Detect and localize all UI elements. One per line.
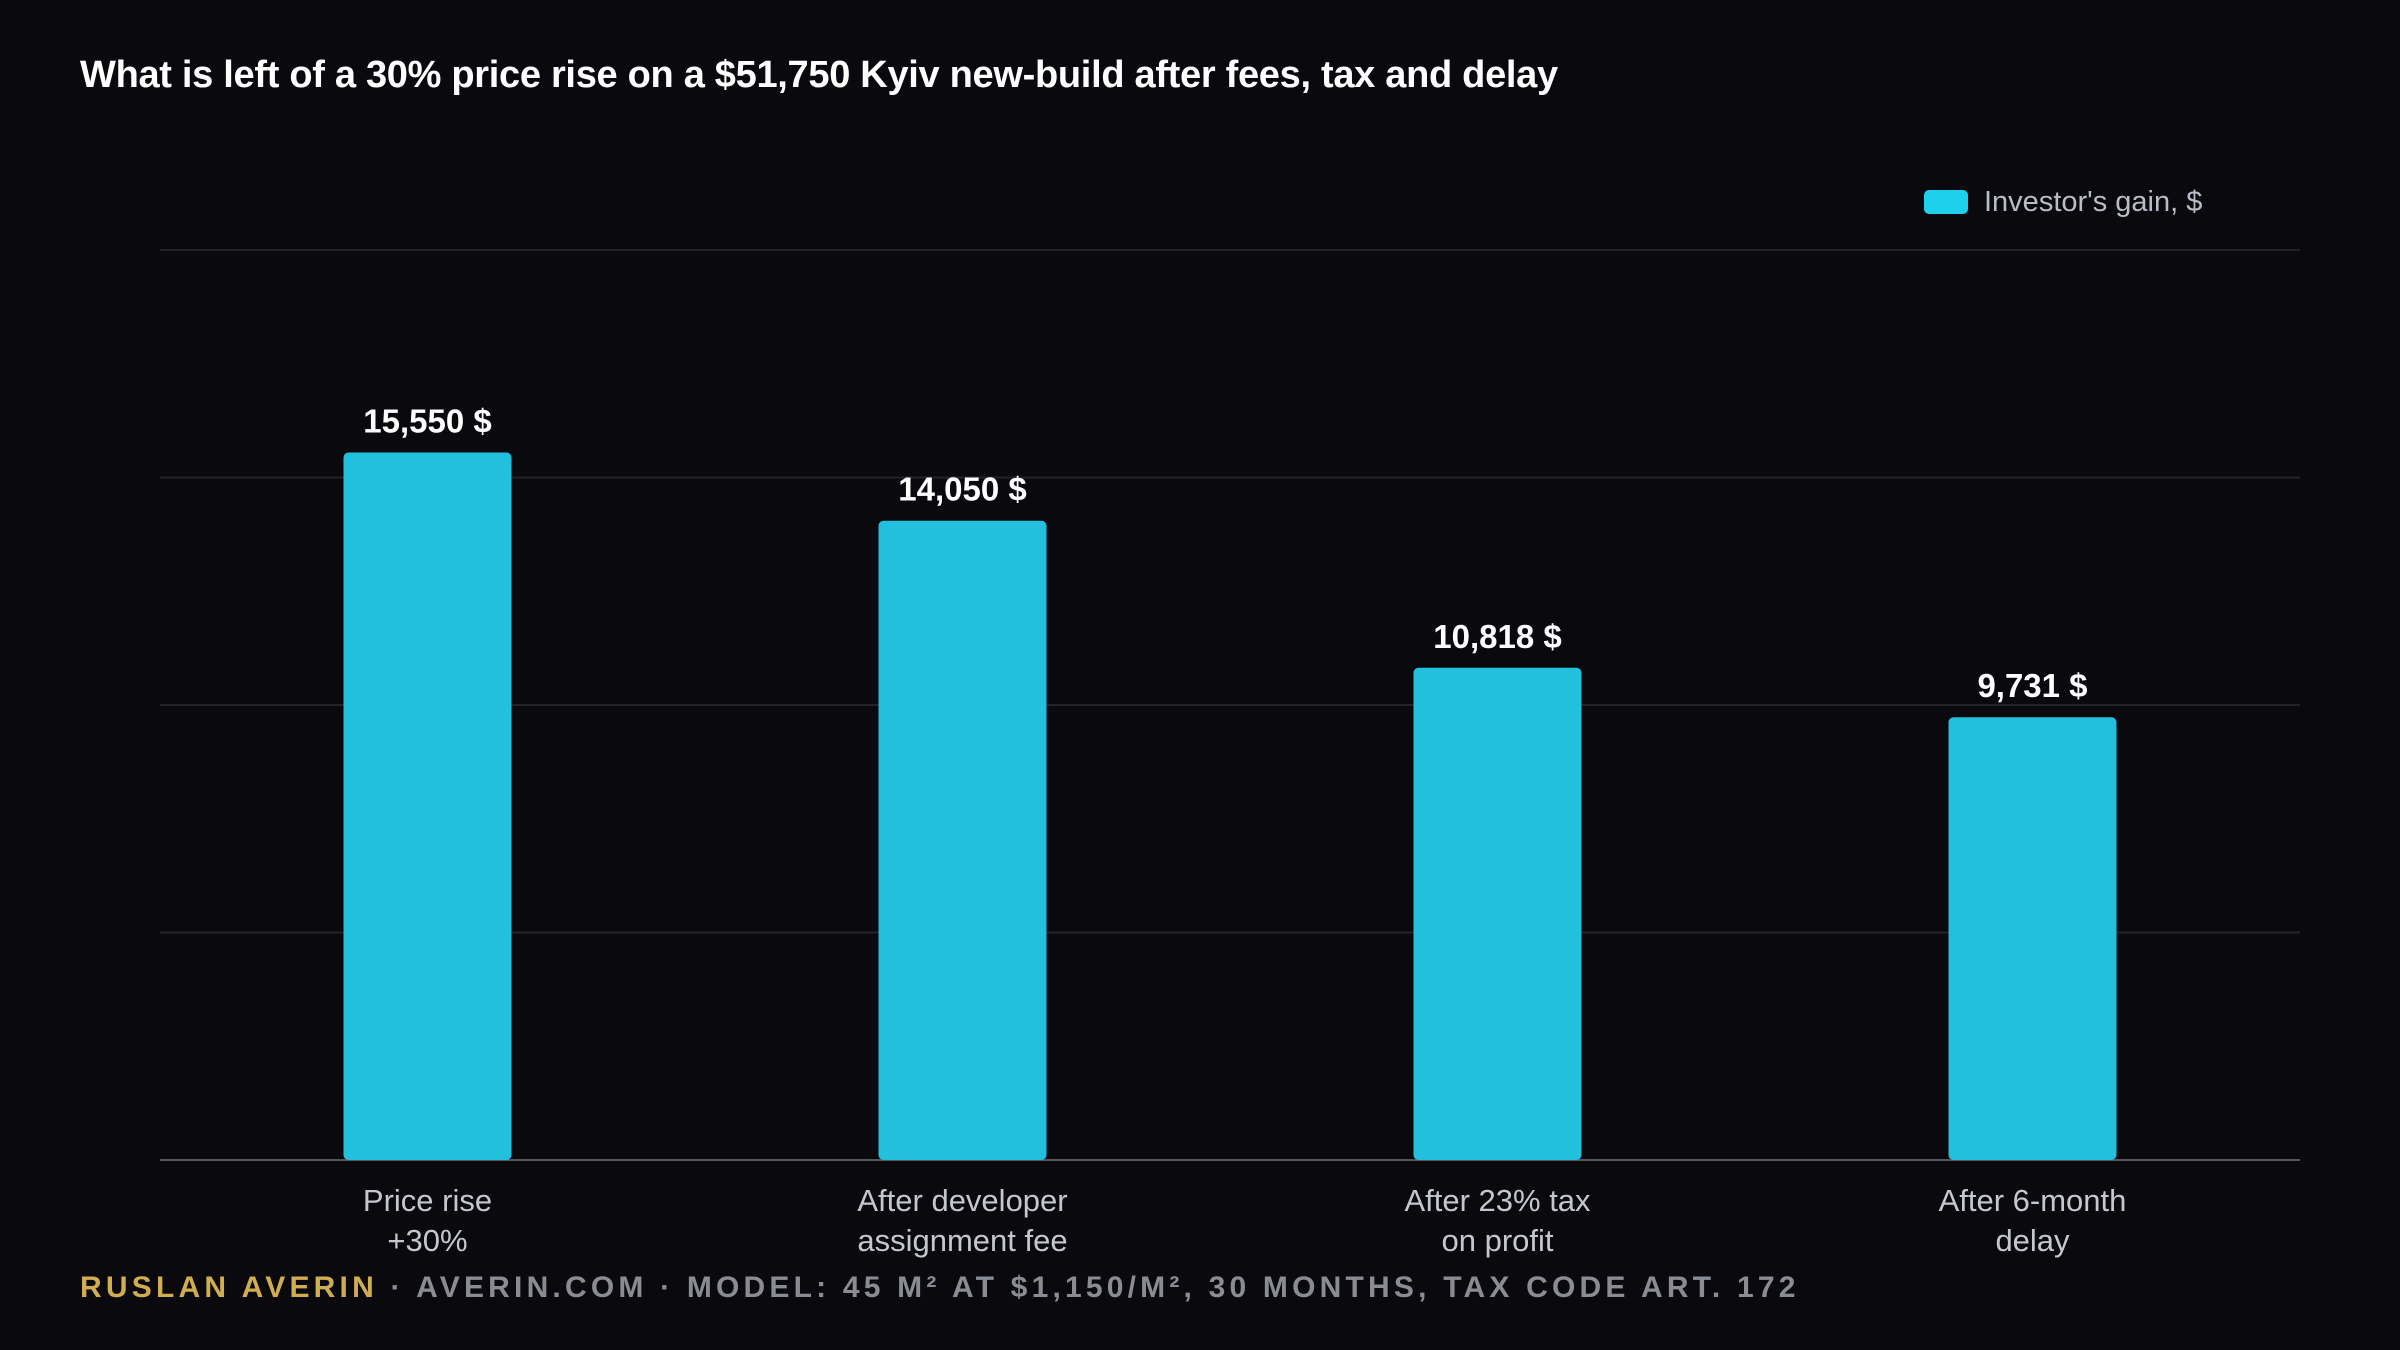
x-tick-label-line: assignment fee (857, 1223, 1067, 1258)
x-tick-label-line: on profit (1441, 1223, 1553, 1258)
legend-label: Investor's gain, $ (1984, 185, 2203, 218)
bar (1413, 667, 1582, 1160)
chart-legend: Investor's gain, $ (1924, 184, 2202, 220)
footer-credit: Ruslan Averin · averin.com · Model: 45 m… (80, 1271, 1800, 1305)
x-tick-label-line: After developer (857, 1183, 1067, 1218)
x-tick-label-line: After 23% tax (1404, 1183, 1591, 1218)
footer-site: averin.com (416, 1271, 648, 1304)
bar-data-label: 15,550 $ (363, 402, 491, 439)
bar (343, 452, 512, 1161)
footer-author: Ruslan Averin (80, 1271, 378, 1304)
bar (1948, 717, 2117, 1160)
footer-model-note: Model: 45 m² at $1,150/m², 30 months, ta… (686, 1271, 1800, 1304)
x-tick-label-line: +30% (387, 1223, 467, 1258)
x-tick-label: After developer assignment fee (857, 1183, 1067, 1258)
bar-data-label: 10,818 $ (1433, 618, 1561, 655)
x-tick-label-line: Price rise (363, 1183, 492, 1218)
x-tick-label-line: delay (1995, 1223, 2070, 1258)
bar-data-label: 9,731 $ (1977, 667, 2087, 704)
bar-data-label: 14,050 $ (898, 471, 1026, 508)
legend-swatch (1924, 190, 1968, 214)
x-tick-label: Price rise +30% (363, 1183, 492, 1258)
chart-title: What is left of a 30% price rise on a $5… (80, 54, 1558, 96)
x-tick-label: After 23% tax on profit (1404, 1183, 1591, 1258)
x-tick-label-line: After 6-month (1939, 1183, 2127, 1218)
bar (878, 520, 1047, 1160)
footer-separator: · (377, 1271, 417, 1304)
footer-separator: · (647, 1271, 687, 1304)
x-tick-label: After 6-month delay (1939, 1183, 2127, 1258)
